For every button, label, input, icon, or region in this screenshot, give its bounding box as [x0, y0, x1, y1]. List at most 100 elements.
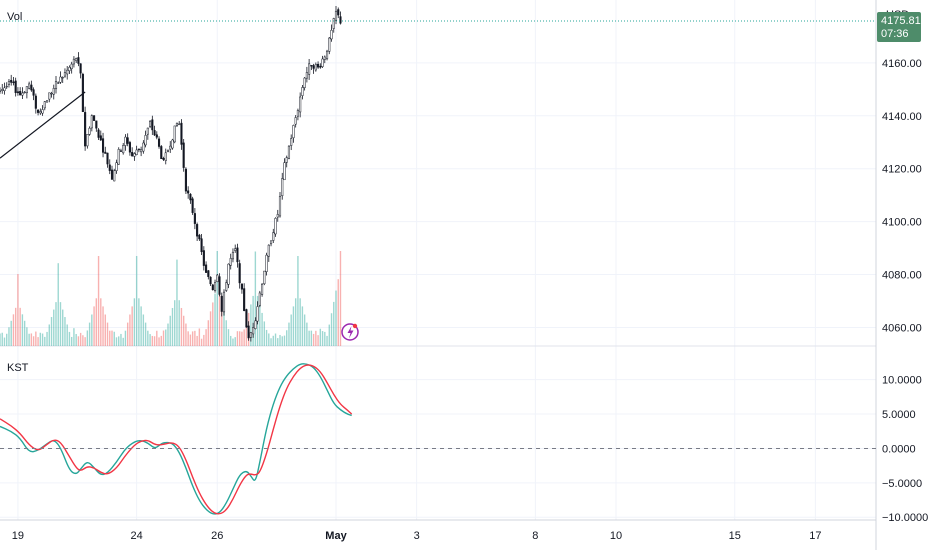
volume-bar	[245, 321, 248, 346]
volume-bar	[151, 335, 154, 346]
volume-bar	[292, 306, 295, 346]
volume-bar	[135, 256, 138, 346]
date-tick-label: 10	[610, 530, 622, 542]
volume-bar	[218, 293, 221, 346]
volume-bar	[277, 338, 279, 346]
kst-tick-label: −10.0000	[882, 512, 928, 524]
volume-bar	[315, 330, 317, 346]
candle-body	[72, 58, 75, 65]
volume-bar	[288, 322, 290, 346]
candle-body	[337, 9, 340, 16]
volume-bar	[64, 317, 66, 346]
volume-bar	[294, 298, 297, 346]
candle-body	[162, 157, 165, 160]
candle-body	[43, 101, 46, 109]
candle-body	[88, 127, 91, 135]
volume-bar	[111, 330, 113, 346]
candle-body	[135, 149, 138, 155]
candle-body	[243, 288, 246, 311]
candle-body	[61, 77, 64, 79]
candle-body	[296, 110, 299, 117]
candle-body	[128, 142, 131, 153]
candle-body	[37, 109, 40, 113]
volume-bar	[171, 307, 174, 346]
trendline-drawing[interactable]	[0, 91, 86, 159]
candle-body	[222, 291, 226, 313]
candle-body	[240, 283, 243, 290]
volume-bar	[268, 333, 270, 346]
candle-body	[115, 162, 118, 171]
candle-body	[140, 149, 143, 153]
candle-body	[155, 134, 158, 138]
candle-body	[198, 234, 201, 240]
volume-bars	[0, 251, 342, 346]
last-price-badge: 4175.81 07:36	[877, 12, 921, 43]
volume-bar	[286, 330, 288, 346]
volume-bar	[165, 329, 167, 346]
volume-bar	[234, 337, 236, 346]
volume-bar	[227, 329, 230, 346]
volume-bar	[122, 337, 124, 346]
candle-body	[321, 58, 324, 67]
candle-body	[334, 10, 338, 21]
grid-lines	[0, 0, 876, 520]
volume-bar	[6, 333, 8, 346]
volume-bar	[212, 302, 214, 346]
candle-body	[254, 320, 257, 329]
candle-body	[227, 263, 230, 285]
candle-body	[108, 164, 111, 171]
volume-bar	[236, 331, 239, 346]
time-axis-labels[interactable]: 19 24 26 May 3 8 10 15 17	[12, 530, 822, 542]
candle-body	[200, 238, 203, 253]
earnings-event-icon[interactable]	[341, 323, 359, 341]
candle-body	[41, 109, 44, 114]
candle-body	[256, 306, 259, 322]
kst-axis-ticks[interactable]: 10.0000 5.0000 0.0000 −5.0000 −10.0000	[882, 375, 928, 525]
volume-bar	[221, 302, 223, 346]
candle-body	[86, 134, 89, 147]
candle-body	[153, 130, 156, 136]
volume-bar	[149, 334, 151, 346]
volume-bar	[126, 322, 129, 346]
candle-body	[146, 127, 149, 135]
volume-bar	[312, 333, 315, 346]
candle-body	[1, 88, 4, 91]
volume-bar	[97, 256, 100, 346]
kst-signal-line	[0, 364, 353, 515]
bar-countdown: 07:36	[881, 28, 909, 40]
volume-bar	[337, 279, 339, 346]
price-axis-ticks[interactable]: 4160.00 4140.00 4120.00 4100.00 4080.00 4060.…	[882, 58, 922, 335]
candle-body	[66, 69, 69, 75]
candle-body	[314, 64, 317, 71]
volume-bar	[131, 306, 133, 346]
volume-bar	[290, 314, 292, 346]
candle-body	[234, 248, 237, 251]
candle-body	[229, 258, 232, 266]
volume-label[interactable]: Vol	[7, 11, 22, 23]
candle-body	[50, 92, 53, 95]
candle-body	[90, 115, 93, 129]
candle-body	[202, 250, 205, 266]
volume-bar	[299, 298, 301, 346]
candle-body	[48, 92, 51, 100]
candle-body	[267, 244, 270, 257]
candle-body	[19, 91, 22, 96]
volume-bar	[30, 333, 33, 346]
volume-bar	[319, 328, 322, 346]
volume-bar	[283, 335, 286, 346]
date-tick-label: 3	[414, 530, 420, 542]
candle-body	[113, 170, 116, 182]
candle-body	[294, 117, 297, 125]
volume-bar	[77, 336, 80, 346]
candle-body	[59, 76, 62, 83]
candle-body	[207, 270, 210, 277]
volume-bar	[272, 335, 274, 346]
candle-body	[258, 292, 261, 306]
volume-bar	[254, 251, 257, 346]
kst-indicator-label[interactable]: KST	[7, 362, 29, 374]
candle-body	[299, 96, 302, 113]
volume-bar	[191, 331, 194, 346]
candle-body	[104, 151, 107, 154]
volume-bar	[102, 306, 104, 346]
